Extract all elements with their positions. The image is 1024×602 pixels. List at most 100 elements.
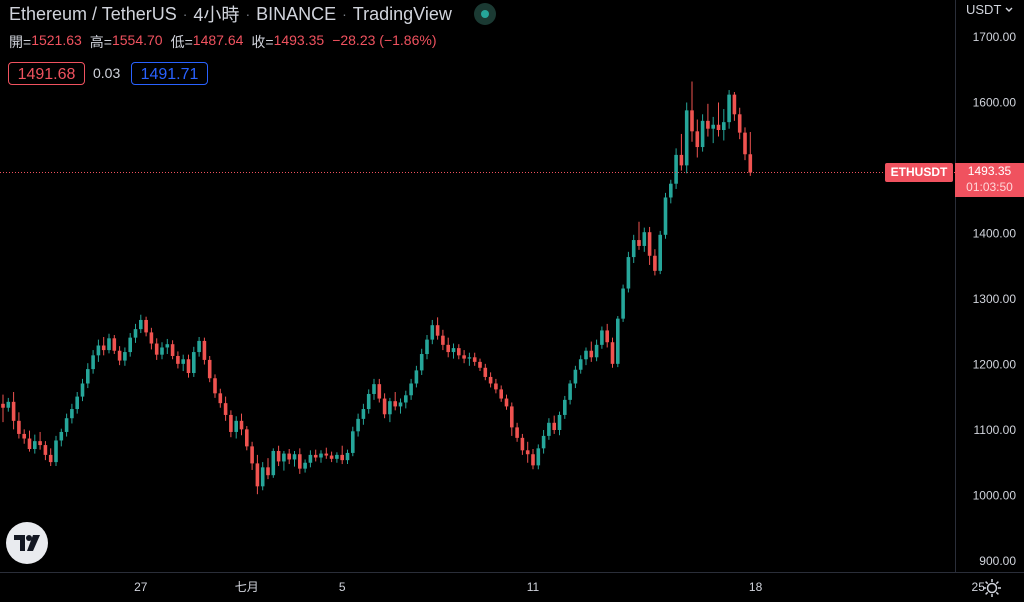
candle-body[interactable] — [292, 454, 297, 460]
candle-body[interactable] — [351, 431, 355, 453]
candle-body[interactable] — [499, 389, 503, 399]
candle-body[interactable] — [59, 431, 64, 441]
candle-body[interactable] — [33, 441, 37, 449]
candle-body[interactable] — [541, 435, 546, 449]
candle-body[interactable] — [255, 463, 260, 487]
candle-body[interactable] — [425, 339, 429, 355]
candle-body[interactable] — [303, 462, 307, 469]
candle-body[interactable] — [176, 355, 180, 364]
candle-body[interactable] — [669, 183, 673, 198]
candle-body[interactable] — [245, 429, 249, 447]
candle-body[interactable] — [197, 340, 201, 353]
candle-body[interactable] — [478, 361, 482, 368]
candle-body[interactable] — [663, 197, 668, 235]
candle-body[interactable] — [483, 367, 488, 377]
candle-body[interactable] — [298, 454, 302, 469]
candle-body[interactable] — [1, 403, 5, 408]
time-axis[interactable]: 27 七月 5 11 18 25 — [134, 580, 985, 594]
candle-body[interactable] — [223, 403, 228, 415]
candle-body[interactable] — [276, 450, 281, 462]
candle-body[interactable] — [123, 352, 127, 361]
candle-body[interactable] — [690, 110, 694, 132]
candle-body[interactable] — [229, 414, 233, 432]
buy-button[interactable]: 1491.71 — [131, 62, 208, 85]
candle-body[interactable] — [547, 422, 551, 436]
candle-body[interactable] — [578, 359, 583, 370]
candle-body[interactable] — [91, 355, 95, 370]
candle-body[interactable] — [149, 332, 154, 344]
candle-body[interactable] — [711, 124, 715, 129]
candle-body[interactable] — [494, 383, 498, 390]
candle-body[interactable] — [584, 350, 588, 360]
candle-body[interactable] — [11, 401, 16, 421]
candle-body[interactable] — [70, 409, 74, 419]
candle-body[interactable] — [727, 94, 731, 123]
candle-body[interactable] — [398, 402, 403, 407]
candle-body[interactable] — [552, 422, 556, 430]
candle-body[interactable] — [213, 378, 217, 394]
candle-body[interactable] — [366, 393, 371, 410]
tradingview-logo-icon[interactable] — [6, 522, 48, 564]
candle-body[interactable] — [674, 154, 678, 184]
currency-selector[interactable]: USDT — [966, 2, 1013, 17]
candle-body[interactable] — [86, 369, 90, 384]
candle-body[interactable] — [605, 330, 609, 343]
candle-body[interactable] — [653, 255, 657, 271]
candle-body[interactable] — [80, 383, 85, 397]
candle-body[interactable] — [520, 437, 525, 451]
candle-body[interactable] — [207, 359, 212, 379]
candle-body[interactable] — [568, 383, 572, 400]
candle-body[interactable] — [467, 357, 472, 359]
candle-body[interactable] — [594, 344, 599, 358]
candle-body[interactable] — [531, 454, 535, 466]
candle-body[interactable] — [382, 398, 387, 415]
candle-body[interactable] — [430, 325, 435, 340]
candle-body[interactable] — [557, 414, 562, 430]
candle-body[interactable] — [54, 440, 58, 463]
candle-body[interactable] — [472, 357, 477, 362]
candle-body[interactable] — [722, 122, 726, 131]
candle-body[interactable] — [27, 438, 32, 449]
candle-body[interactable] — [181, 359, 185, 364]
candle-body[interactable] — [144, 319, 148, 333]
candle-body[interactable] — [266, 467, 270, 476]
candle-body[interactable] — [139, 319, 143, 330]
candle-body[interactable] — [165, 344, 170, 348]
sell-button[interactable]: 1491.68 — [8, 62, 85, 85]
candle-body[interactable] — [6, 401, 11, 408]
candle-body[interactable] — [154, 343, 159, 355]
candle-body[interactable] — [510, 406, 514, 428]
candle-body[interactable] — [414, 370, 419, 384]
candle-body[interactable] — [186, 359, 191, 374]
candle-body[interactable] — [706, 120, 710, 129]
candle-body[interactable] — [319, 453, 323, 458]
market-open-icon[interactable] — [473, 3, 496, 25]
candle-body[interactable] — [101, 345, 106, 351]
candle-body[interactable] — [637, 240, 641, 246]
candle-body[interactable] — [128, 337, 132, 353]
candle-body[interactable] — [22, 433, 26, 439]
candle-body[interactable] — [700, 120, 705, 148]
candle-body[interactable] — [441, 335, 445, 345]
candle-body[interactable] — [75, 396, 79, 410]
candle-body[interactable] — [313, 454, 318, 458]
candle-body[interactable] — [218, 393, 223, 404]
candle-body[interactable] — [737, 114, 742, 133]
candle-body[interactable] — [345, 452, 350, 461]
candle-body[interactable] — [324, 453, 329, 456]
candle-body[interactable] — [38, 441, 42, 446]
candle-body[interactable] — [536, 448, 541, 466]
candle-body[interactable] — [170, 344, 175, 356]
candle-body[interactable] — [716, 124, 721, 131]
candle-body[interactable] — [192, 352, 196, 374]
candle-body[interactable] — [647, 232, 652, 256]
candle-body[interactable] — [684, 110, 689, 166]
candle-body[interactable] — [658, 234, 662, 271]
candle-body[interactable] — [260, 467, 265, 487]
candle-body[interactable] — [404, 395, 408, 403]
candle-body[interactable] — [250, 446, 254, 464]
candle-body[interactable] — [112, 338, 117, 351]
candle-body[interactable] — [287, 453, 291, 460]
candle-body[interactable] — [340, 454, 344, 461]
